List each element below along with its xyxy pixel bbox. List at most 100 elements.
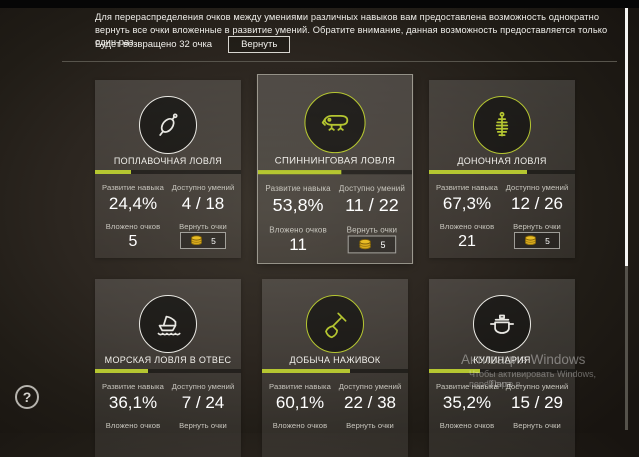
abilities-available-label: Доступно умений: [171, 382, 235, 391]
points-invested-value: 11: [289, 235, 307, 254]
points-invested-label: Вложено очков: [439, 421, 495, 430]
skill-progress-value: 24,4%: [108, 194, 158, 213]
points-invested-label: Вложено очков: [272, 421, 328, 430]
abilities-available-value: 4 / 18: [181, 194, 225, 213]
coin-icon: [358, 239, 372, 251]
abilities-available-label: Доступно умений: [505, 382, 569, 391]
return-all-button[interactable]: Вернуть: [228, 36, 291, 53]
skill-stats: Развитие навыка Доступно умений 24,4% 4 …: [98, 178, 238, 251]
return-points-label: Вернуть очки: [513, 222, 561, 231]
skill-card-title: СПИННИНГОВАЯ ЛОВЛЯ: [274, 155, 396, 166]
feeder-icon: [485, 108, 519, 142]
skill-icon-circle: [473, 96, 531, 154]
return-cost-value: 5: [545, 235, 550, 246]
skill-card[interactable]: ПОПЛАВОЧНАЯ ЛОВЛЯ Развитие навыка Доступ…: [95, 80, 241, 258]
skill-card-title: ДОБЫЧА НАЖИВОК: [289, 355, 381, 365]
skill-progress-label: Развитие навыка: [269, 382, 331, 391]
skill-stats: Развитие навыка Доступно умений 36,1% 7 …: [98, 377, 238, 450]
shovel-icon: [318, 307, 352, 341]
scrollbar-thumb[interactable]: [625, 8, 628, 266]
points-invested-value: 21: [458, 232, 476, 250]
skill-icon-circle: [304, 91, 366, 154]
abilities-available-label: Доступно умений: [338, 183, 405, 194]
abilities-available-label: Доступно умений: [171, 183, 235, 192]
skill-progress-label: Развитие навыка: [436, 382, 498, 391]
coin-icon: [190, 235, 203, 246]
skill-card[interactable]: СПИННИНГОВАЯ ЛОВЛЯ Развитие навыка Досту…: [257, 75, 413, 263]
pot-icon: [485, 307, 519, 341]
coin-icon: [524, 235, 537, 246]
points-invested-label: Вложено очков: [269, 224, 327, 235]
scrollbar[interactable]: [625, 8, 628, 430]
skill-card-title: КУЛИНАРИЯ: [473, 355, 531, 365]
lure-icon: [317, 105, 353, 141]
return-cost-value: 5: [380, 239, 386, 250]
return-points-label: Вернуть очки: [179, 222, 227, 231]
help-button[interactable]: ?: [15, 385, 39, 409]
question-mark-icon: ?: [22, 389, 32, 405]
return-cost-value: 5: [211, 235, 216, 246]
skills-grid: ПОПЛАВОЧНАЯ ЛОВЛЯ Развитие навыка Доступ…: [95, 75, 575, 457]
skill-card-title: МОРСКАЯ ЛОВЛЯ В ОТВЕС: [104, 355, 232, 365]
abilities-available-value: 15 / 29: [511, 393, 563, 412]
progress-fill: [429, 369, 481, 373]
points-invested-label: Вложено очков: [105, 421, 161, 430]
points-invested-value: 5: [128, 232, 138, 250]
return-points-button[interactable]: 5: [347, 235, 397, 254]
skill-progress-bar: [429, 170, 575, 174]
skill-icon-circle: [306, 295, 364, 353]
top-black-bar: [0, 0, 639, 8]
return-points-button[interactable]: 5: [180, 232, 226, 249]
skill-progress-value: 35,2%: [442, 393, 492, 412]
abilities-available-label: Доступно умений: [505, 183, 569, 192]
abilities-available-value: 12 / 26: [511, 194, 563, 213]
progress-fill: [429, 170, 528, 174]
skill-progress-value: 60,1%: [275, 393, 325, 412]
skill-progress-label: Развитие навыка: [102, 382, 164, 391]
skill-progress-label: Развитие навыка: [102, 183, 164, 192]
skill-progress-value: 53,8%: [272, 195, 324, 216]
skill-card[interactable]: ДОНОЧНАЯ ЛОВЛЯ Развитие навыка Доступно …: [429, 80, 575, 258]
abilities-available-value: 11 / 22: [345, 195, 399, 216]
progress-fill: [262, 369, 350, 373]
progress-fill: [257, 170, 341, 175]
points-invested-label: Вложено очков: [439, 222, 495, 231]
skill-card-title: ДОНОЧНАЯ ЛОВЛЯ: [457, 156, 547, 166]
skill-card-title: ПОПЛАВОЧНАЯ ЛОВЛЯ: [113, 156, 223, 166]
abilities-available-label: Доступно умений: [338, 382, 402, 391]
abilities-available-value: 22 / 38: [344, 393, 396, 412]
skill-stats: Развитие навыка Доступно умений 53,8% 11…: [261, 178, 409, 255]
skill-stats: Развитие навыка Доступно умений 60,1% 22…: [265, 377, 405, 450]
skill-progress-bar: [257, 170, 413, 175]
abilities-available-value: 7 / 24: [181, 393, 225, 412]
skill-icon-circle: [473, 295, 531, 353]
skill-icon-circle: [139, 96, 197, 154]
skill-progress-value: 67,3%: [442, 194, 492, 213]
skill-stats: Развитие навыка Доступно умений 35,2% 15…: [432, 377, 572, 450]
skill-progress-bar: [95, 170, 241, 174]
return-summary-row: Будет возвращено 32 очка Вернуть: [95, 36, 291, 53]
return-points-label: Вернуть очки: [346, 224, 398, 235]
skill-card[interactable]: ДОБЫЧА НАЖИВОК Развитие навыка Доступно …: [262, 279, 408, 457]
points-invested-label: Вложено очков: [105, 222, 161, 231]
skill-progress-value: 36,1%: [108, 393, 158, 412]
header-divider: [62, 61, 617, 62]
instructions-text: Для перераспределения очков между умения…: [95, 12, 608, 48]
return-points-label: Вернуть очки: [346, 421, 394, 430]
skill-card[interactable]: КУЛИНАРИЯ Развитие навыка Доступно умени…: [429, 279, 575, 457]
return-points-label: Вернуть очки: [179, 421, 227, 430]
skill-progress-bar: [262, 369, 408, 373]
float-icon: [151, 108, 185, 142]
skill-progress-label: Развитие навыка: [436, 183, 498, 192]
boat-icon: [151, 307, 185, 341]
skill-progress-bar: [95, 369, 241, 373]
return-points-label: Вернуть очки: [513, 421, 561, 430]
skill-card[interactable]: МОРСКАЯ ЛОВЛЯ В ОТВЕС Развитие навыка До…: [95, 279, 241, 457]
skill-progress-bar: [429, 369, 575, 373]
skill-progress-label: Развитие навыка: [265, 183, 331, 194]
return-points-button[interactable]: 5: [514, 232, 560, 249]
return-summary-text: Будет возвращено 32 очка: [95, 39, 213, 50]
skill-icon-circle: [139, 295, 197, 353]
progress-fill: [95, 170, 131, 174]
skill-stats: Развитие навыка Доступно умений 67,3% 12…: [432, 178, 572, 251]
